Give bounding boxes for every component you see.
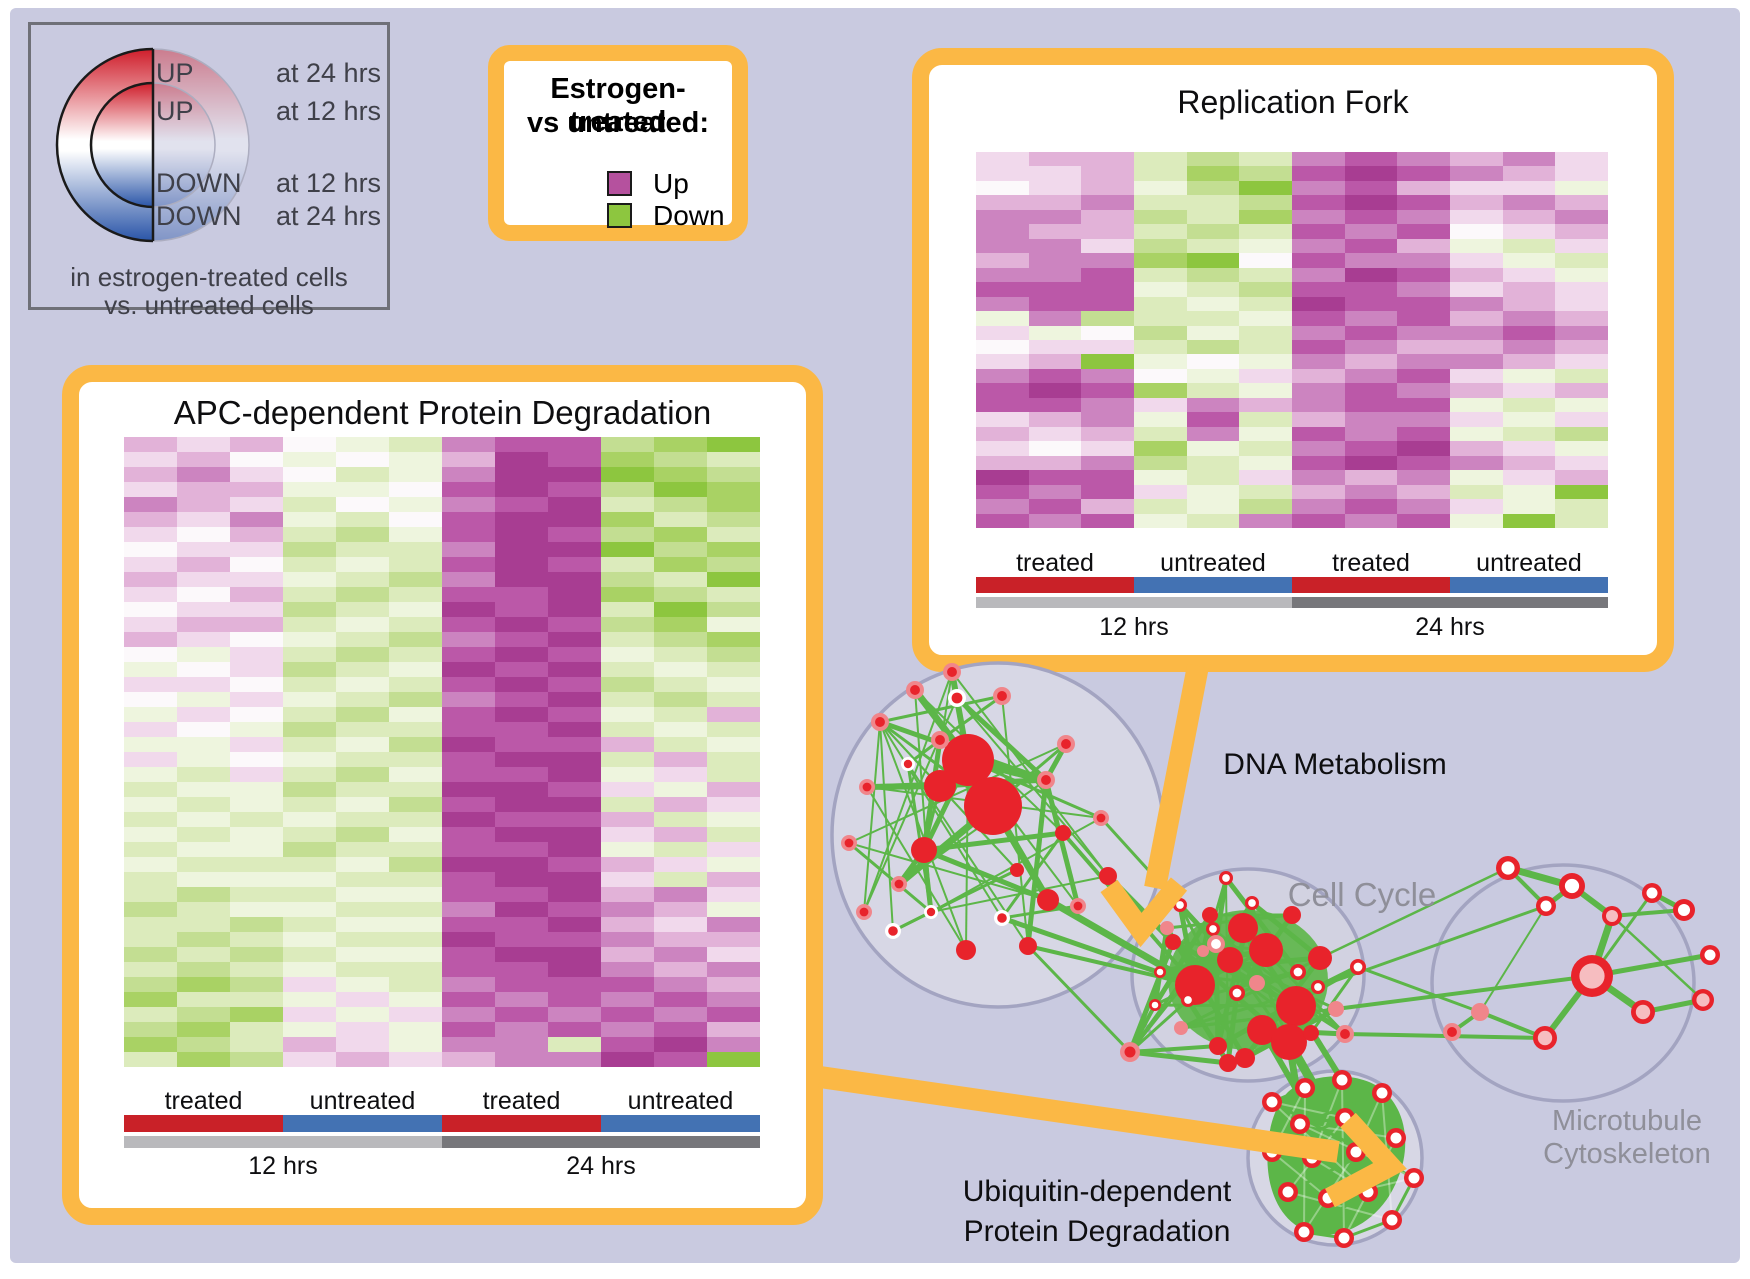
treated-bar-segment [976, 577, 1134, 593]
time-bar-12h [124, 1136, 442, 1148]
apc-heatmap [124, 437, 760, 1067]
treated-bar-segment [1292, 577, 1450, 593]
replication-treatment-bar [976, 577, 1608, 593]
untreated-bar-segment [1450, 577, 1608, 593]
apc-group-labels: treated untreated treated untreated [124, 1087, 760, 1116]
legend-down-24-dir: DOWN [156, 201, 242, 231]
cluster-label-cell-cycle: Cell Cycle [1287, 876, 1437, 913]
group-label: untreated [309, 1087, 416, 1115]
time-label-12h: 12 hrs [1099, 613, 1169, 641]
microtubule-label-line1: Microtubule [1552, 1105, 1702, 1137]
legend-down-12-dir: DOWN [156, 168, 242, 198]
legend-up-12-dir: UP [156, 96, 194, 126]
down-color-swatch [607, 203, 632, 228]
time-label-24h: 24 hrs [566, 1152, 636, 1180]
group-label: treated [482, 1087, 561, 1115]
up-color-swatch [607, 171, 632, 196]
group-label: treated [1016, 549, 1094, 577]
up-label: Up [653, 168, 689, 199]
untreated-bar-segment [1134, 577, 1292, 593]
updown-legend-title-line1: Estrogen-treated [550, 73, 686, 138]
ubiquitin-label-line1: Ubiquitin-dependent [962, 1175, 1232, 1208]
legend-caption-line2: vs. untreated cells [104, 290, 314, 320]
group-label: untreated [1160, 549, 1266, 577]
legend-caption-line1: in estrogen-treated cells [70, 262, 348, 292]
time-label-12h: 12 hrs [248, 1152, 318, 1180]
group-label: treated [1332, 549, 1410, 577]
group-label: untreated [627, 1087, 734, 1115]
replication-group-labels: treated untreated treated untreated [976, 549, 1608, 578]
replication-time-labels: 12 hrs 24 hrs [976, 613, 1608, 642]
microtubule-label-line2: Cytoskeleton [1543, 1138, 1711, 1170]
legend-down-12-time: at 12 hrs [276, 168, 382, 198]
legend-up-12-time: at 12 hrs [276, 96, 382, 126]
group-label: treated [164, 1087, 243, 1115]
treated-bar-segment [442, 1115, 601, 1132]
down-label: Down [653, 200, 725, 231]
group-label: untreated [1476, 549, 1582, 577]
legend-down-24-time: at 24 hrs [276, 201, 382, 231]
time-bar-12h [976, 597, 1292, 608]
replication-fork-title: Replication Fork [1177, 84, 1409, 120]
apc-treatment-bar [124, 1115, 760, 1132]
cluster-label-dna-metabolism: DNA Metabolism [1223, 748, 1447, 781]
untreated-bar-segment [283, 1115, 442, 1132]
concentric-circles-legend-icon [55, 43, 255, 247]
apc-degradation-title: APC-dependent Protein Degradation [173, 394, 712, 431]
cluster-label-ubiquitin: Ubiquitin-dependent Protein Degradation [947, 1172, 1247, 1252]
replication-time-bar [976, 597, 1608, 608]
treated-bar-segment [124, 1115, 283, 1132]
apc-time-bar [124, 1136, 760, 1148]
time-label-24h: 24 hrs [1415, 613, 1485, 641]
legend-up-24-time: at 24 hrs [276, 58, 382, 88]
circle-legend-box: UP at 24 hrs UP at 12 hrs DOWN at 12 hrs… [28, 22, 390, 320]
untreated-bar-segment [601, 1115, 760, 1132]
ubiquitin-label-line2: Protein Degradation [963, 1215, 1231, 1248]
time-bar-24h [1292, 597, 1608, 608]
cluster-label-microtubule: Microtubule Cytoskeleton [1497, 1105, 1750, 1171]
apc-time-labels: 12 hrs 24 hrs [124, 1152, 760, 1181]
replication-fork-heatmap [976, 152, 1608, 528]
legend-up-24-dir: UP [156, 58, 194, 88]
time-bar-24h [442, 1136, 760, 1148]
updown-legend-box: Estrogen-treated vs untreated: Up Down [488, 45, 748, 241]
updown-legend-title-line2: vs untreated: [526, 107, 710, 139]
